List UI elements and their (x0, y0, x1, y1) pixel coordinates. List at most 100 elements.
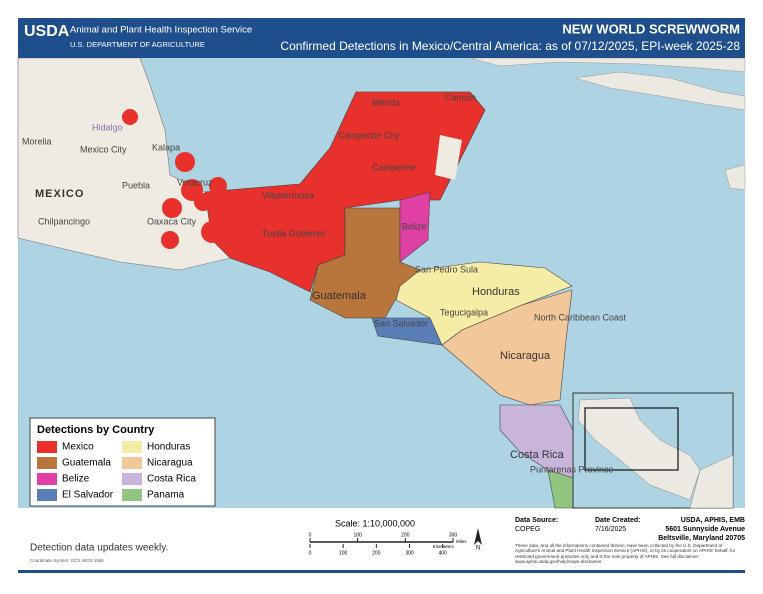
department-name: U.S. DEPARTMENT OF AGRICULTURE (70, 40, 205, 49)
place-label: Puebla (122, 180, 150, 190)
detection-cluster (209, 177, 227, 195)
legend-label: Honduras (147, 442, 190, 453)
scale-tick-label: 400 (439, 550, 448, 556)
place-label: Puntarenas Province (530, 464, 614, 474)
scale-tick-label: 100 (339, 550, 348, 556)
map-subtitle: Confirmed Detections in Mexico/Central A… (280, 39, 740, 53)
country-label: Costa Rica (510, 449, 565, 461)
detection-cluster (370, 95, 390, 115)
detection-cluster (449, 115, 467, 133)
legend-swatch (37, 473, 57, 485)
footer-rule (18, 570, 745, 573)
detection-cluster (122, 109, 138, 125)
detection-cluster (161, 231, 179, 249)
legend-label: Mexico (62, 442, 94, 453)
place-label: Mérida (372, 97, 400, 107)
place-label: Campeche (372, 162, 416, 172)
legend-label: Guatemala (62, 458, 111, 469)
legend-label: Costa Rica (147, 474, 196, 485)
inset-extent (584, 407, 679, 471)
agency-name: Animal and Plant Health Inspection Servi… (70, 25, 252, 36)
scale-tick-label: 100 (353, 532, 362, 538)
country-label: MEXICO (35, 188, 84, 200)
country-region (441, 289, 573, 406)
legend-swatch (122, 473, 142, 485)
scale-tick-label: 0 (309, 550, 312, 556)
legend-swatch (37, 457, 57, 469)
place-label: Veracruz (177, 177, 213, 187)
source-value: COPEG (515, 526, 540, 533)
place-label: Morelia (22, 136, 52, 146)
address-line: Beltsville, Maryland 20705 (658, 535, 745, 542)
detection-cluster (194, 193, 212, 211)
land-island (724, 164, 746, 191)
legend-swatch (37, 441, 57, 453)
legend-label: Panama (147, 490, 185, 501)
address-line: USDA, APHIS, EMB (681, 517, 745, 524)
scale-unit: Kilometers (433, 544, 455, 549)
header-bar (18, 18, 745, 58)
scale-tick-label: 0 (309, 532, 312, 538)
legend-swatch (122, 441, 142, 453)
place-label: San Pedro Sula (415, 264, 478, 274)
scale-tick-label: 300 (405, 550, 414, 556)
coordinate-system: Coordinate System: GCS WGS 1984 (30, 558, 104, 563)
legend-swatch (122, 489, 142, 501)
country-regions (122, 91, 574, 509)
place-label: Cancún (445, 92, 476, 102)
address-line: 5601 Sunnyside Avenue (665, 526, 745, 533)
detection-cluster (162, 198, 182, 218)
north-arrow: N (474, 528, 482, 552)
scale-tick-label: 300 (449, 532, 458, 538)
legend-title: Detections by Country (37, 424, 155, 436)
detection-cluster (175, 152, 195, 172)
scale-tick-label: 200 (401, 532, 410, 538)
place-label: Tuxtla Gutiérrez (262, 228, 326, 238)
place-label: Tegucigalpa (440, 307, 488, 317)
detection-cluster (397, 125, 419, 147)
scale-text: Scale: 1:10,000,000 (335, 518, 415, 528)
legend-swatch (37, 489, 57, 501)
place-label: Oaxaca City (147, 216, 197, 226)
date-value: 7/16/2025 (595, 526, 626, 533)
inset-land (689, 454, 734, 509)
scale-tick-label: 200 (372, 550, 381, 556)
place-label: Campeche City (338, 130, 400, 140)
place-label: San Salvador (374, 318, 428, 328)
legend-items: Mexico Guatemala Belize El Salvador Honduras… (37, 441, 196, 501)
detection-cluster (201, 221, 223, 243)
country-region (399, 191, 431, 263)
place-label: North Caribbean Coast (534, 312, 627, 322)
legend-label: El Salvador (62, 490, 114, 501)
place-label: Belize (402, 221, 427, 231)
place-label: Hidalgo (92, 122, 123, 132)
land-cuba (574, 71, 746, 111)
legend-swatch (122, 457, 142, 469)
country-label: Guatemala (312, 290, 367, 302)
disclaimer: These data, and all the informations con… (515, 543, 736, 565)
usda-logo: USDA (24, 23, 70, 40)
place-label: Mexico City (80, 144, 127, 154)
undetected-area (435, 135, 462, 180)
scale-unit: Miles (456, 539, 467, 544)
place-label: Villahermosa (262, 190, 314, 200)
north-label: N (476, 546, 480, 552)
place-label: Chilpancingo (38, 216, 90, 226)
legend-label: Belize (62, 474, 90, 485)
country-label: Nicaragua (500, 350, 551, 362)
country-label: Honduras (472, 286, 520, 298)
detection-cluster (215, 200, 235, 220)
inset-land (577, 397, 701, 501)
land-usa (469, 57, 746, 73)
detection-cluster (373, 139, 391, 157)
map-title: NEW WORLD SCREWWORM (562, 21, 740, 36)
source-label: Data Source: (515, 517, 558, 524)
legend-label: Nicaragua (147, 458, 193, 469)
detection-cluster (420, 94, 444, 118)
place-labels: Mérida Cancún Campeche City Campeche Vil… (22, 92, 627, 474)
update-note: Detection data updates weekly. (30, 543, 168, 554)
place-label: Kalapa (152, 142, 180, 152)
